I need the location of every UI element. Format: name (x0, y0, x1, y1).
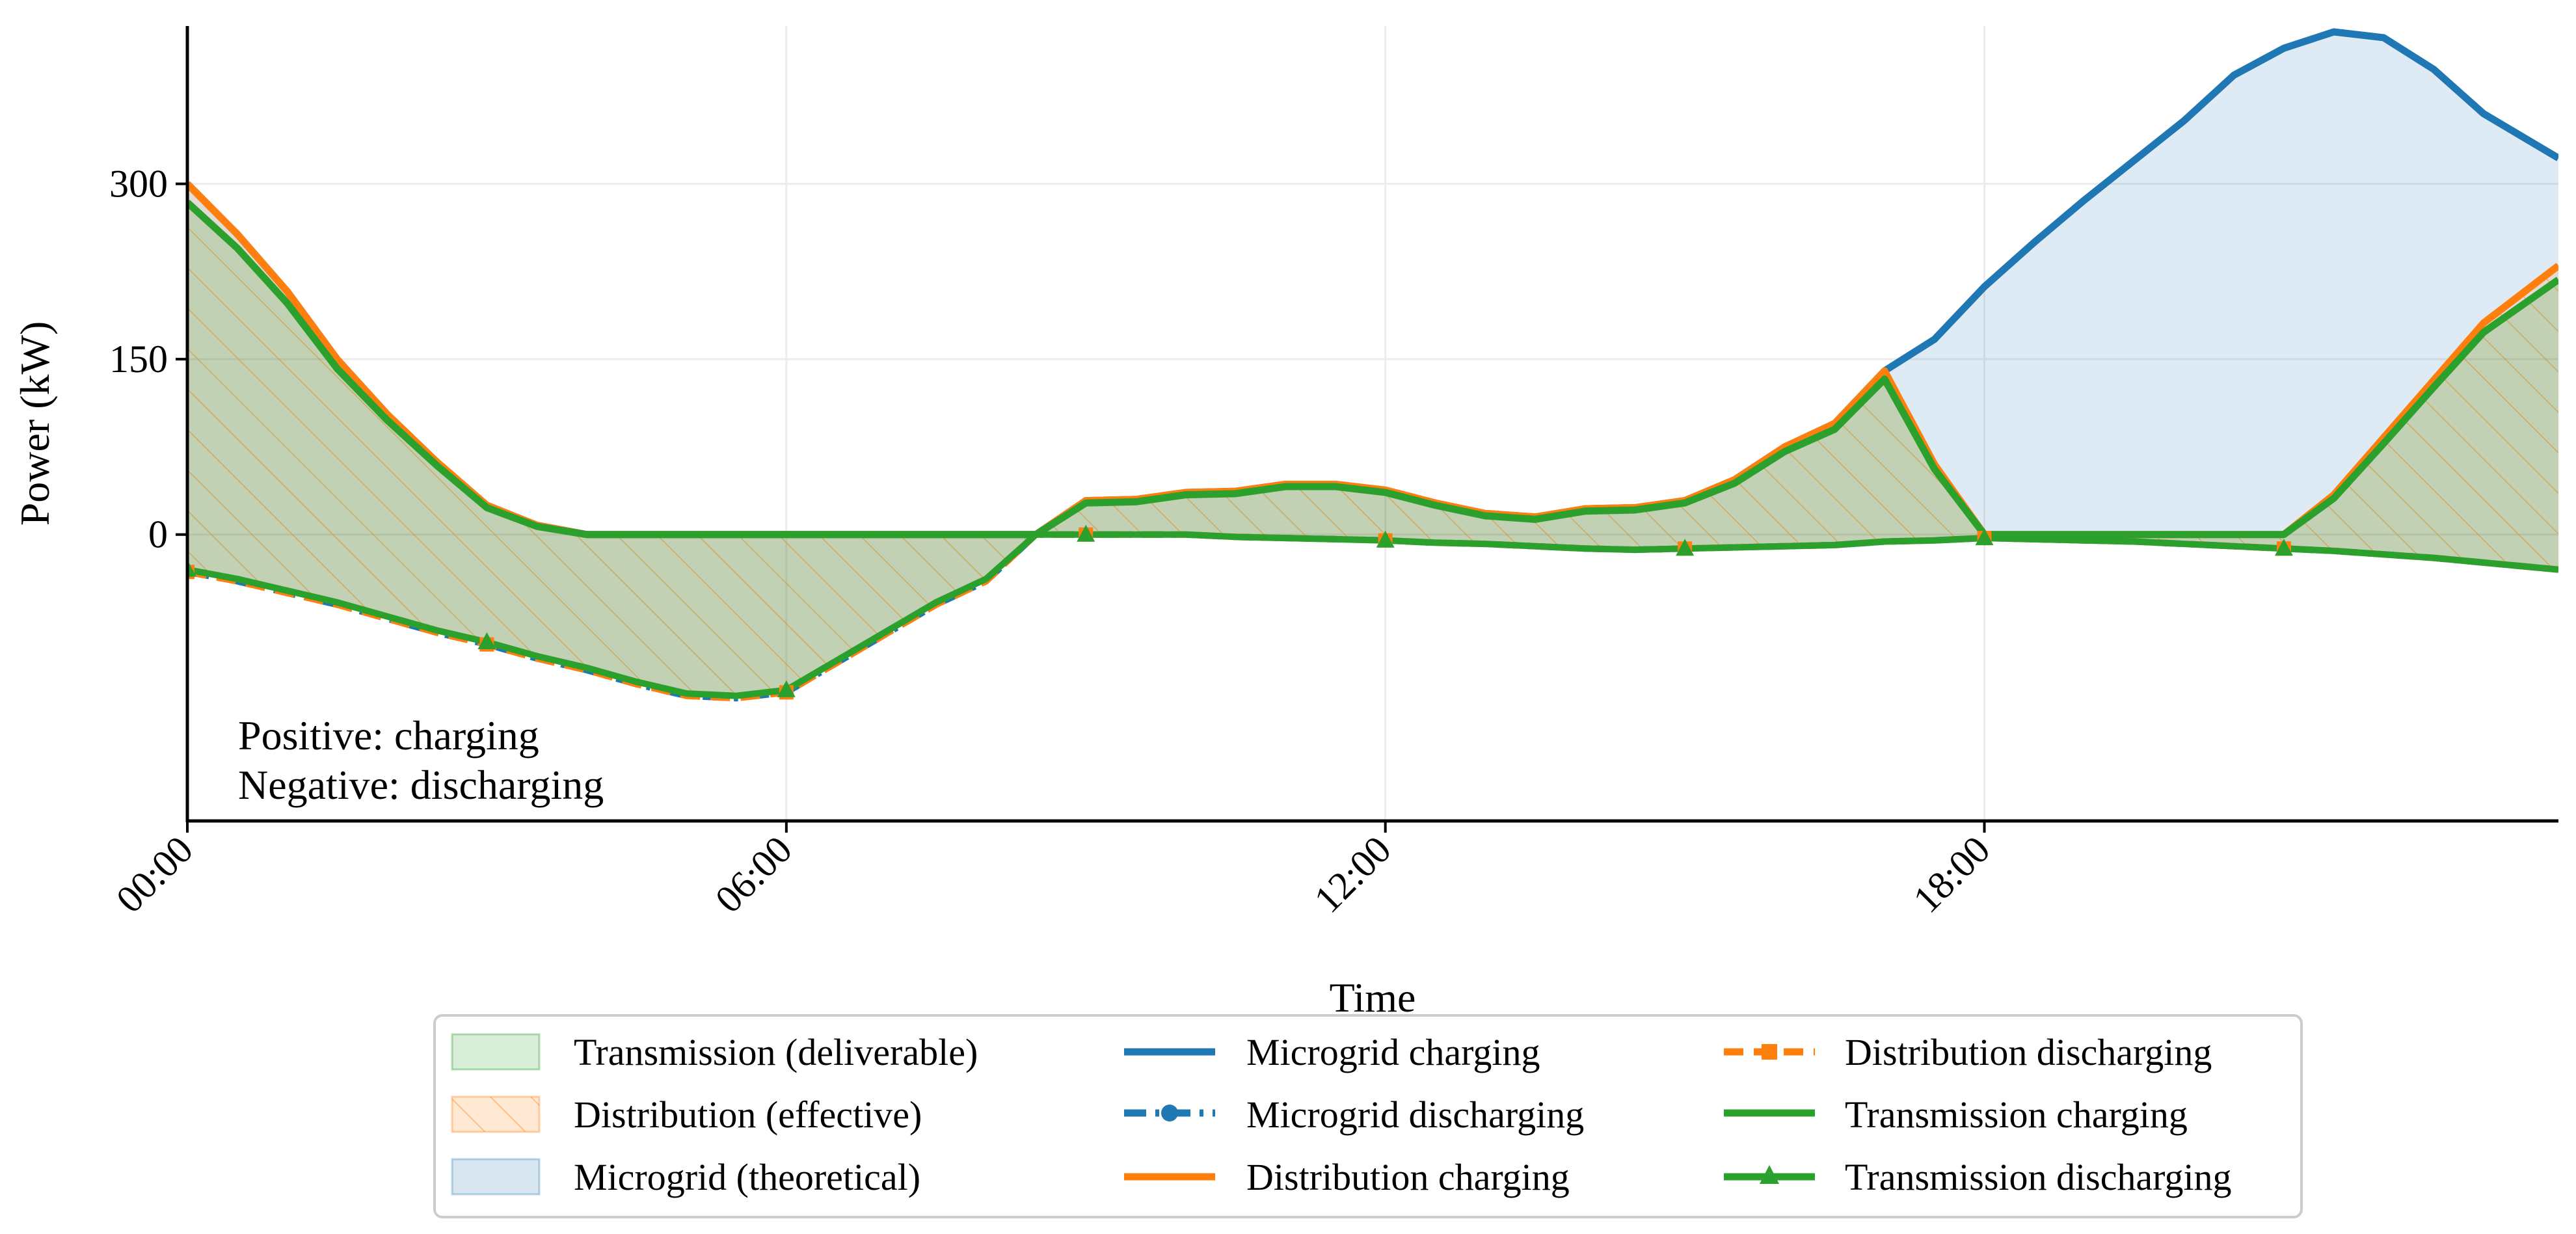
legend-swatch-microgrid-theoretical (451, 1158, 541, 1196)
x-axis-title: Time (1330, 974, 1416, 1021)
legend-swatch-transmission-deliverable (451, 1033, 541, 1071)
legend-label-distribution-effective: Distribution (effective) (574, 1093, 922, 1136)
x-tick-label-0: 00:00 (108, 828, 201, 921)
point-transmission-discharging-12 (777, 680, 796, 697)
point-transmission-discharging-18 (1077, 524, 1095, 542)
point-transmission-discharging-0 (187, 559, 196, 577)
legend-label-distribution-charging: Distribution charging (1246, 1156, 1570, 1198)
legend-frame (433, 1014, 2303, 1218)
y-axis-title: Power (kW) (12, 321, 58, 526)
legend-label-transmission-discharging: Transmission discharging (1845, 1156, 2232, 1198)
point-transmission-discharging-30 (1676, 539, 1695, 556)
legend-marker-distribution-discharging (1762, 1044, 1777, 1060)
y-tick-label-1: 150 (109, 338, 168, 381)
x-tick-label-1: 06:00 (707, 828, 800, 921)
legend-label-distribution-discharging: Distribution discharging (1845, 1031, 2212, 1073)
point-transmission-discharging-36 (1975, 528, 1994, 546)
y-tick-label-0: 0 (148, 513, 168, 556)
area-distribution-hatch (187, 183, 2558, 699)
point-transmission-discharging-42 (2274, 539, 2293, 556)
legend-label-transmission-charging: Transmission charging (1845, 1093, 2188, 1136)
area-layer (187, 31, 2558, 699)
legend: Transmission (deliverable) Distribution … (433, 1014, 2303, 1218)
legend-label-microgrid-charging: Microgrid charging (1246, 1031, 1540, 1073)
line-transmission-charging (187, 200, 2558, 539)
legend-swatch-distribution-hatch (452, 1097, 539, 1132)
x-tick-label-2: 12:00 (1306, 828, 1399, 921)
area-transmission-deliverable (187, 202, 2558, 696)
annotation-negative: Negative: discharging (238, 762, 604, 808)
legend-label-transmission-deliverable: Transmission (deliverable) (574, 1031, 978, 1073)
point-transmission-discharging-6 (477, 632, 496, 650)
line-layer (187, 28, 2558, 702)
y-tick-label-2: 300 (109, 163, 168, 206)
point-transmission-discharging-24 (1376, 530, 1395, 548)
legend-marker-microgrid-discharging (1161, 1105, 1178, 1121)
line-transmission-discharging (187, 531, 2558, 699)
x-tick-label-3: 18:00 (1905, 828, 1998, 921)
annotation-positive: Positive: charging (238, 712, 539, 758)
legend-label-microgrid-discharging: Microgrid discharging (1246, 1093, 1584, 1136)
legend-label-microgrid-theoretical: Microgrid (theoretical) (574, 1156, 920, 1198)
legend-marker-transmission-discharging (1760, 1165, 1779, 1184)
